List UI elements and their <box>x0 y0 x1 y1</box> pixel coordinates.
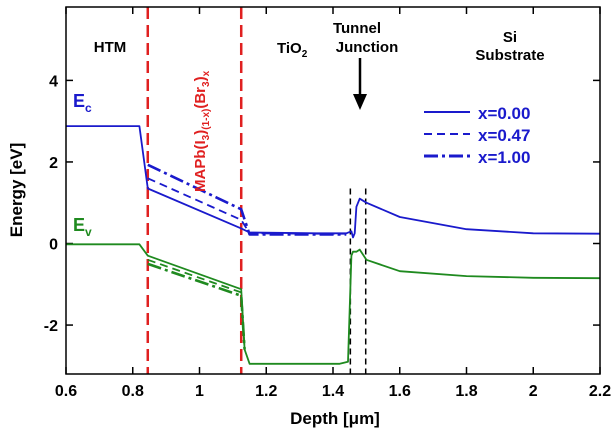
y-tick-label: 4 <box>49 73 58 90</box>
perovskite-label-sub3: 3 <box>201 81 212 87</box>
boundary-lines <box>146 7 367 374</box>
x-tick-label: 1.6 <box>389 383 411 400</box>
region-label-perovskite: MAPb(I3)(1-x)(Br3)x <box>192 70 212 192</box>
x-tick-label: 1.4 <box>322 383 344 400</box>
region-label-tunnel: Tunnel <box>333 20 381 37</box>
series-ec-x100 <box>147 163 347 236</box>
perovskite-label-sub2: (1-x) <box>201 109 212 130</box>
perovskite-label-mid1: ) <box>192 130 209 135</box>
tio2-label-main: TiO <box>277 40 302 57</box>
region-label-si: Si <box>503 29 517 46</box>
ec-label-sub: c <box>85 101 92 115</box>
x-tick-label: 1.2 <box>255 383 277 400</box>
legend-label-x047: x=0.47 <box>478 126 530 145</box>
x-tick-label: 1.8 <box>455 383 477 400</box>
tio2-label-sub: 2 <box>302 49 308 60</box>
x-axis-label: Depth [μm] <box>290 409 380 428</box>
y-tick-label: -2 <box>44 318 58 335</box>
x-tick-label: 2 <box>529 383 538 400</box>
perovskite-label-mid3: ) <box>192 76 209 81</box>
region-label-substrate: Substrate <box>475 47 544 64</box>
series-lines <box>66 125 601 365</box>
perovskite-label-sub4: x <box>201 70 212 76</box>
series-ec-x000 <box>66 125 601 239</box>
ev-label: Ev <box>73 215 92 239</box>
x-tick-label: 0.8 <box>122 383 144 400</box>
legend: x=0.00 x=0.47 x=1.00 <box>424 104 530 167</box>
tunnel-arrow-head <box>353 94 367 110</box>
y-tick-label: 0 <box>49 237 58 254</box>
ec-label-main: E <box>73 91 85 111</box>
perovskite-label-mid2: (Br <box>192 87 209 109</box>
region-label-junction: Junction <box>336 39 399 56</box>
x-tick-label: 2.2 <box>589 383 611 400</box>
series-ev-x100 <box>147 262 246 350</box>
ev-label-main: E <box>73 215 85 235</box>
ec-label: Ec <box>73 91 92 115</box>
ev-label-sub: v <box>85 225 92 239</box>
y-tick-label: 2 <box>49 155 58 172</box>
x-tick-label: 0.6 <box>55 383 77 400</box>
axis-ticks: 0.6 0.8 1 1.2 1.4 1.6 1.8 2 2.2 -2 0 2 4 <box>44 7 611 400</box>
perovskite-label-main: MAPb(I <box>192 140 209 192</box>
series-ev-x000 <box>66 243 601 365</box>
legend-label-x000: x=0.00 <box>478 104 530 123</box>
region-label-tio2: TiO2 <box>277 40 308 60</box>
x-tick-label: 1 <box>195 383 204 400</box>
plot-frame <box>65 6 601 375</box>
y-axis-label: Energy [eV] <box>7 143 26 237</box>
region-label-htm: HTM <box>94 39 127 56</box>
legend-label-x100: x=1.00 <box>478 148 530 167</box>
perovskite-label-sub1: 3 <box>201 134 212 140</box>
